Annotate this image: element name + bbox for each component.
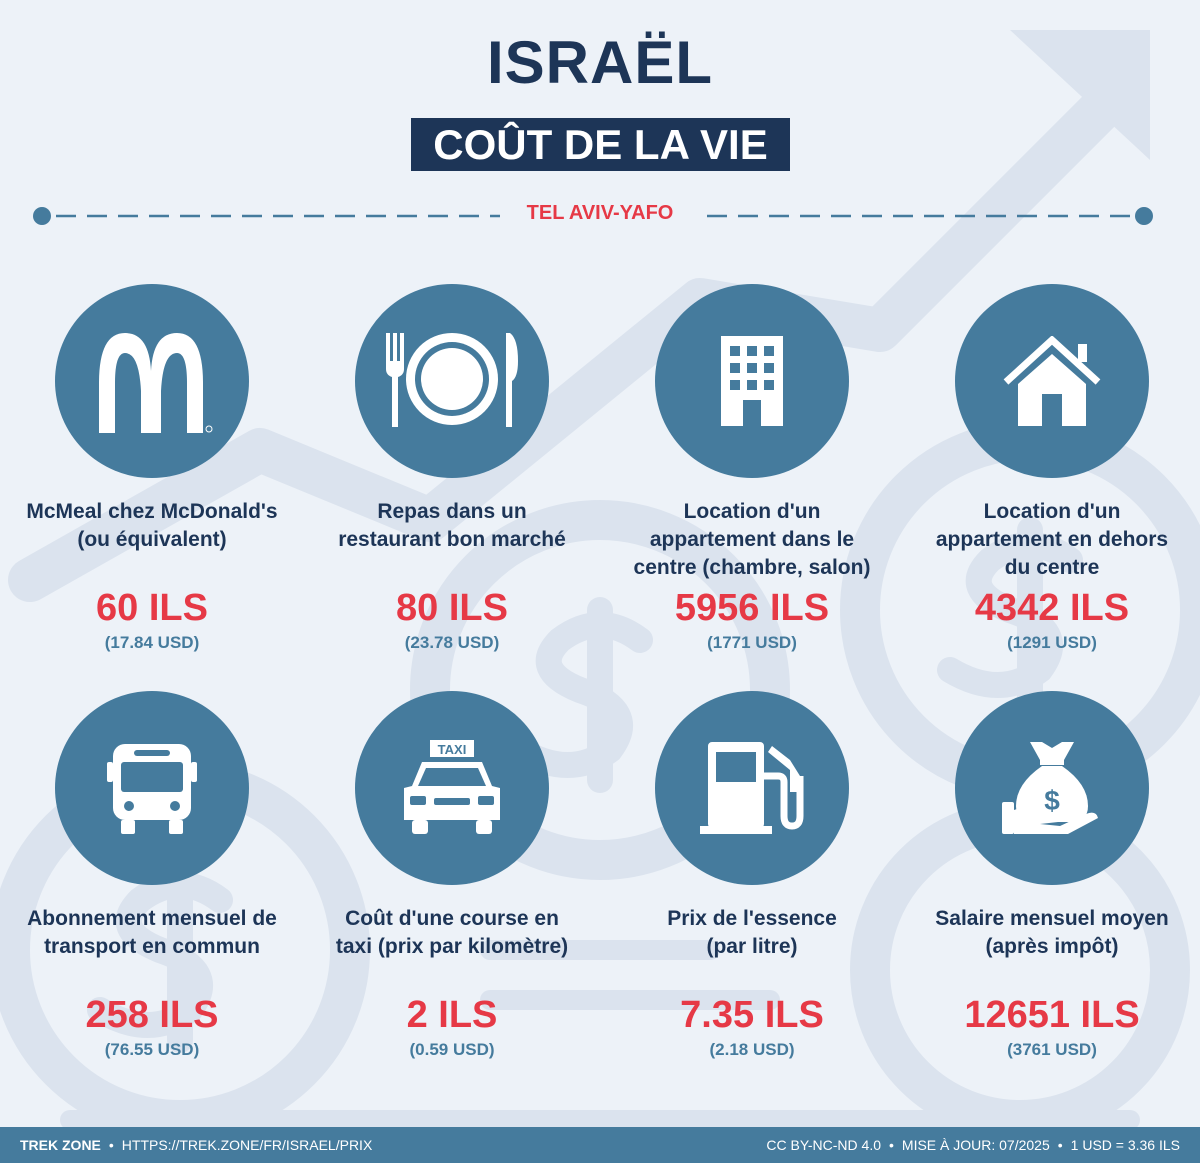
footer-rate: 1 USD = 3.36 ILS [1070, 1137, 1180, 1153]
price-ils: 4342 ILS [974, 587, 1130, 629]
cost-card-apartment-outside: Location d'un appartement en dehors du c… [902, 284, 1200, 654]
taxi-sign-text: TAXI [438, 742, 467, 757]
price-ils: 12651 ILS [964, 994, 1140, 1036]
cost-card-salary: $ Salaire mensuel moyen (après impôt) 12… [902, 691, 1200, 1061]
icon-circle: TAXI [355, 691, 549, 885]
icon-circle: $ [955, 691, 1149, 885]
mcdonalds-logo-icon [99, 333, 213, 433]
item-label: Salaire mensuel moyen (après impôt) [935, 907, 1169, 958]
footer-license: CC BY-NC-ND 4.0 [766, 1137, 881, 1153]
price-ils: 7.35 ILS [680, 994, 824, 1036]
price-ils: 60 ILS [96, 587, 208, 629]
price-usd: (2.18 USD) [709, 1040, 795, 1059]
item-label: Abonnement mensuel de transport en commu… [27, 907, 277, 958]
price-usd: (23.78 USD) [404, 633, 500, 652]
money-bag-hand-icon: $ [1002, 742, 1098, 834]
price-ils: 80 ILS [396, 587, 508, 629]
price-usd: (0.59 USD) [409, 1040, 495, 1059]
icon-circle [655, 691, 849, 885]
svg-text:$: $ [1044, 785, 1060, 816]
footer-bar: TREK ZONE • HTTPS://TREK.ZONE/FR/ISRAEL/PR… [0, 1127, 1200, 1163]
page-subtitle: COÛT DE LA VIE [411, 118, 790, 171]
price-usd: (3761 USD) [1007, 1040, 1097, 1059]
house-icon [1003, 336, 1101, 426]
item-label: Prix de l'essence (par litre) [667, 907, 837, 958]
icon-circle [355, 284, 549, 478]
icon-circle [55, 691, 249, 885]
cost-card-apartment-center: Location d'un appartement dans le centre… [602, 284, 902, 654]
price-usd: (17.84 USD) [104, 633, 200, 652]
price-usd: (76.55 USD) [104, 1040, 200, 1059]
icon-circle [55, 284, 249, 478]
price-ils: 5956 ILS [674, 587, 830, 629]
city-name: TEL AVIV-YAFO [500, 202, 700, 225]
price-ils: 258 ILS [85, 994, 219, 1036]
cost-card-transport: Abonnement mensuel de transport en commu… [2, 691, 302, 1061]
item-label: Location d'un appartement dans le centre… [633, 500, 871, 579]
bus-icon [107, 744, 197, 834]
cost-card-fuel: Prix de l'essence (par litre) 7.35 ILS (… [602, 691, 902, 1061]
price-ils: 2 ILS [406, 994, 498, 1036]
cost-card-restaurant: Repas dans un restaurant bon marché 80 I… [302, 284, 602, 654]
office-building-icon [721, 336, 783, 426]
icon-circle [955, 284, 1149, 478]
cost-card-mcmeal: McMeal chez McDonald's (ou équivalent) 6… [2, 284, 302, 654]
footer-url[interactable]: HTTPS://TREK.ZONE/FR/ISRAEL/PRIX [121, 1137, 373, 1153]
item-label: Repas dans un restaurant bon marché [338, 500, 566, 551]
taxi-icon: TAXI [404, 740, 500, 834]
footer-brand: TREK ZONE [20, 1137, 101, 1153]
cost-card-taxi: TAXI Coût d'une course en taxi (prix par… [302, 691, 602, 1061]
icon-circle [655, 284, 849, 478]
fork-plate-knife-icon [386, 333, 518, 427]
price-usd: (1291 USD) [1007, 633, 1097, 652]
footer-right: CC BY-NC-ND 4.0 • MISE À JOUR: 07/2025 • 1 U… [766, 1137, 1180, 1153]
item-label: Location d'un appartement en dehors du c… [935, 500, 1169, 579]
price-usd: (1771 USD) [707, 633, 797, 652]
footer-updated: MISE À JOUR: 07/2025 [901, 1137, 1050, 1153]
fuel-pump-icon [700, 742, 804, 834]
item-label: Coût d'une course en taxi (prix par kilo… [335, 907, 569, 958]
page-title: ISRAËL [486, 29, 714, 96]
item-label: McMeal chez McDonald's (ou équivalent) [26, 500, 278, 551]
footer-left: TREK ZONE • HTTPS://TREK.ZONE/FR/ISRAEL/PR… [20, 1137, 373, 1153]
